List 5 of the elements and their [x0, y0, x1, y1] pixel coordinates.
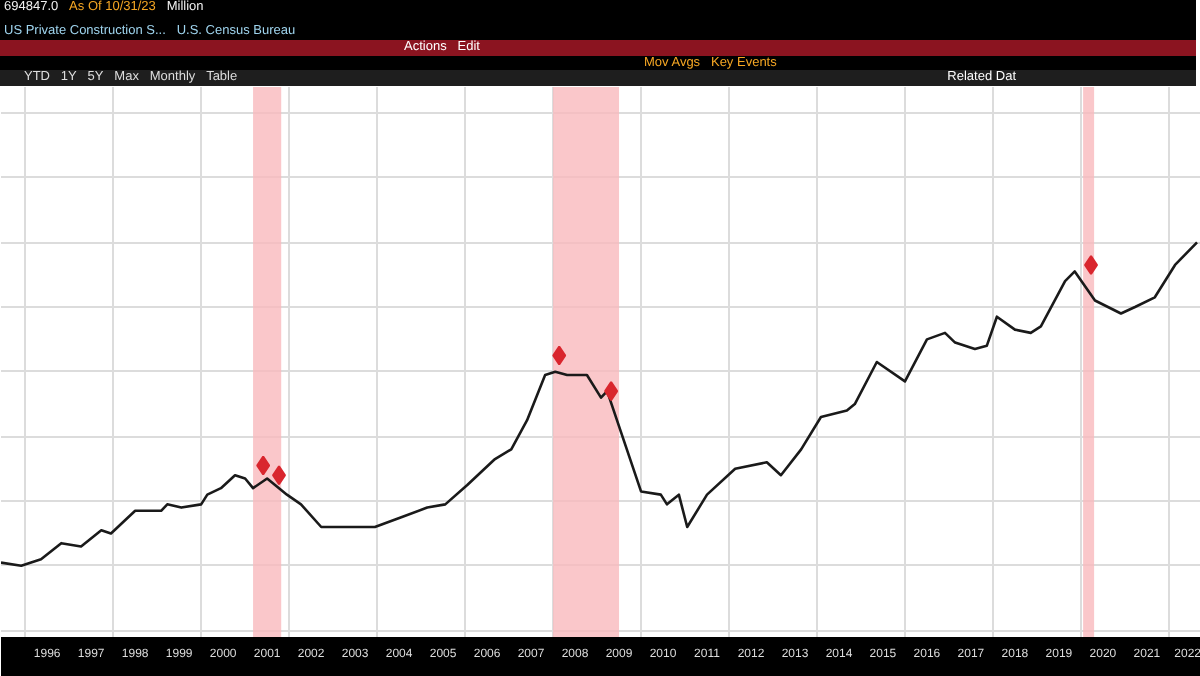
point: [272, 465, 287, 486]
point: [604, 381, 619, 402]
point: [552, 345, 567, 366]
point: [256, 455, 271, 476]
point: [1084, 254, 1099, 275]
